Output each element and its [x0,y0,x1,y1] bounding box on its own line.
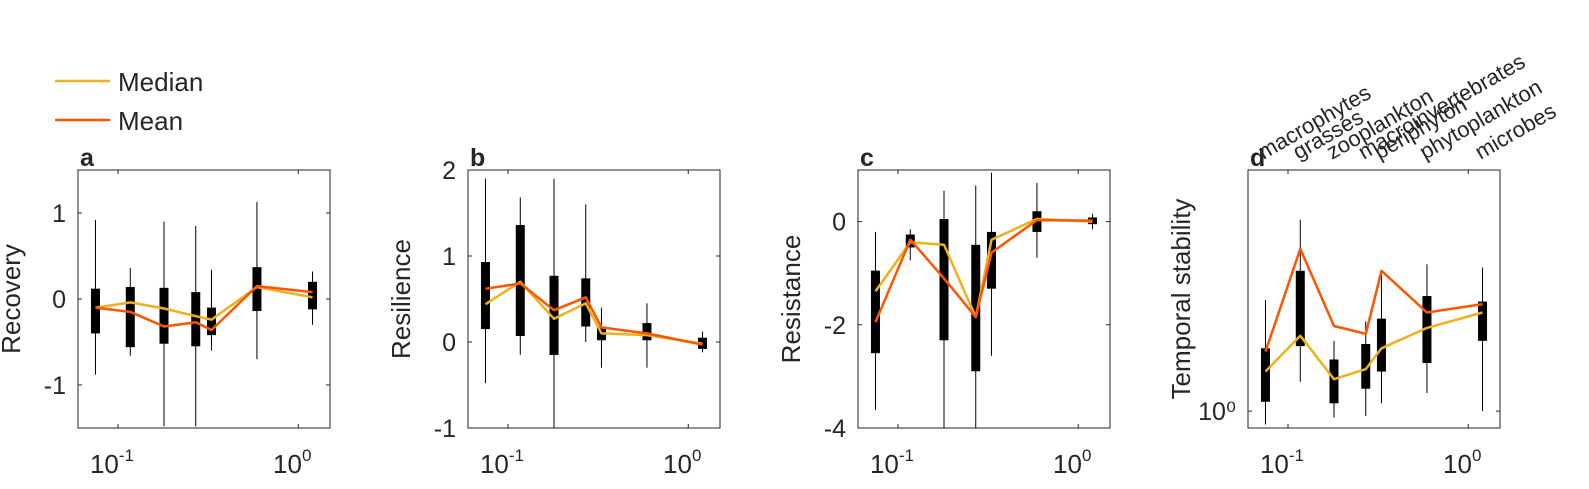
y-tick-label: -1 [44,372,66,400]
box-iqr [642,323,652,341]
box-iqr [1260,348,1270,402]
box-iqr [1478,301,1488,341]
x-tick-label: 100 [273,446,311,479]
box-iqr [971,244,981,372]
x-tick-label: 10-1 [480,446,524,479]
x-tick-label: 10-1 [870,446,914,479]
series-line-mean [95,284,313,332]
box-iqr [308,281,318,310]
box-iqr [1376,318,1386,372]
x-tick-label: 10-1 [90,446,134,479]
box-iqr [125,286,135,348]
panel-letter: c [860,144,874,172]
y-axis-label: Resilience [386,239,416,359]
box-iqr [480,262,490,330]
y-axis-label: Temporal stability [1166,199,1196,400]
y-tick-label: 2 [442,157,456,185]
axes-frame [77,169,331,429]
box-iqr [159,287,169,344]
y-tick-label: 10⁰ [1198,398,1236,426]
y-tick-label: 1 [442,243,456,271]
y-tick-label: -1 [434,415,456,443]
box-iqr [870,270,880,354]
box-iqr [252,267,262,312]
legend-median-label: Median [118,67,203,97]
box-iqr [1422,296,1432,364]
y-tick-label: 0 [832,209,846,237]
x-tick-label: 10-1 [1260,446,1304,479]
panel-letter: d [1250,144,1265,172]
x-tick-label: 100 [1053,446,1091,479]
y-tick-label: 1 [52,200,66,228]
panel-d: 10⁰ 10-1 100 Temporal stability d [1166,144,1501,479]
box-iqr [986,231,996,289]
y-tick-label: -4 [824,415,846,443]
panels: -1 0 1 10-1 100 Recovery a -1 0 1 2 10-1 100 Resilien… [0,144,1501,479]
box-iqr [1295,270,1305,347]
series-line-median [484,280,703,345]
x-tick-label: 100 [1443,446,1481,479]
legend-mean-label: Mean [118,106,183,136]
panel-c: -4 -2 0 10-1 100 Resistance c [776,144,1111,479]
box-iqr [549,275,559,355]
box-iqr [1361,343,1371,389]
series-line-mean [1264,247,1483,352]
box-iqr [1329,359,1339,404]
category-labels: macrophytesgrasseszooplanktonmacroinvert… [1253,49,1560,165]
box-iqr [206,307,216,336]
legend: Median Mean [55,67,203,136]
y-axis-label: Resistance [776,235,806,364]
box-iqr [191,292,201,347]
y-tick-label: -2 [824,312,846,340]
box-iqr [90,288,100,334]
y-tick-label: 0 [52,286,66,314]
panel-letter: b [470,144,485,172]
x-tick-label: 100 [663,446,701,479]
y-axis-label: Recovery [0,244,26,354]
panel-a: -1 0 1 10-1 100 Recovery a [0,144,331,479]
series-line-mean [874,218,1093,323]
panel-letter: a [80,144,95,172]
series-line-mean [485,282,703,346]
axes-frame [467,169,721,429]
series-line-median [1264,311,1483,381]
axes-frame [857,169,1111,429]
box-iqr [515,225,525,336]
panel-b: -1 0 1 2 10-1 100 Resilience b [386,144,721,479]
y-tick-label: 0 [442,329,456,357]
